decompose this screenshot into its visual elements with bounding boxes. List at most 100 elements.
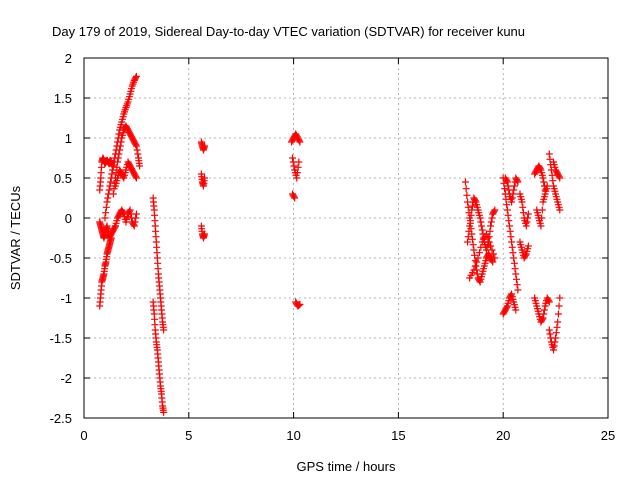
data-point [115,150,123,158]
data-point [551,338,559,346]
data-point [508,243,516,251]
data-point [484,234,492,242]
data-point [296,138,304,146]
data-point [293,174,301,182]
data-point [489,258,497,266]
data-point [503,206,511,214]
data-point [109,190,117,198]
data-point [539,314,547,322]
plot-frame [83,57,609,419]
data-point [508,198,516,206]
data-point [556,174,564,182]
data-point [538,315,546,323]
data-point [545,297,553,305]
y-tick-label: -1 [60,291,72,306]
data-point [540,178,548,186]
data-point [468,206,476,214]
data-point [545,298,553,306]
data-point [109,162,117,170]
series-arc [550,158,564,182]
data-point [487,222,495,230]
data-point [506,227,514,235]
data-point [289,154,297,162]
data-point [539,174,547,182]
data-point [553,323,561,331]
data-point [130,222,138,230]
y-tick-label: 0 [65,211,72,226]
data-point [524,210,532,218]
series-arc [292,298,304,310]
data-point [510,186,518,194]
series-arc [149,194,168,334]
data-point [514,178,522,186]
data-point [555,173,563,181]
x-tick-label: 15 [391,428,405,443]
data-point [134,150,142,158]
data-point [524,214,532,222]
data-point [466,217,474,225]
data-point [466,222,474,230]
data-point [548,171,556,179]
data-point [490,207,498,215]
data-point [476,214,484,222]
series-arc [545,150,564,214]
series-arc [499,174,522,294]
data-point [550,346,558,354]
data-point [507,291,515,299]
data-point [119,173,127,181]
axis-ticks: 0 5 10 15 20 25 -2.5 -2 -1.5 -1 -0.5 0 0.5 1 1.5 2 [50,51,616,443]
data-point [461,178,469,186]
data-point [513,177,521,185]
data-point [103,198,111,206]
data-point [511,265,519,273]
data-point [478,222,486,230]
x-tick-label: 10 [286,428,300,443]
data-point [133,146,141,154]
data-point [294,163,302,171]
data-point [556,206,564,214]
data-point [470,266,478,274]
data-point [505,222,513,230]
data-point [519,203,527,211]
data-point [126,206,134,214]
data-point [503,201,511,209]
data-point [132,174,140,182]
data-point [485,238,493,246]
data-point [132,173,140,181]
data-point [537,222,545,230]
data-point [117,138,125,146]
data-point [462,185,470,193]
series-arc [197,138,209,154]
data-point [474,254,482,262]
data-point [136,162,144,170]
data-point [478,226,486,234]
data-point [475,277,483,285]
data-point [507,233,515,241]
y-tick-label: -1.5 [50,331,72,346]
data-point [469,241,477,249]
data-point [550,342,558,350]
data-point [291,194,299,202]
data-point [549,177,557,185]
data-point [508,238,516,246]
data-point [543,182,551,190]
data-point [471,197,479,205]
x-tick-label: 20 [496,428,510,443]
data-point [514,286,522,294]
data-point [293,169,301,177]
data-point [546,330,554,338]
data-point [114,158,122,166]
data-point [473,258,481,266]
data-point [296,300,304,308]
data-point [510,254,518,262]
data-point [509,249,517,257]
data-point [538,214,546,222]
data-point [522,222,530,230]
data-point [107,178,115,186]
data-point [132,74,140,82]
data-point [488,214,496,222]
data-point [295,158,303,166]
series-arc [516,190,532,230]
data-point [487,218,495,226]
data-point [491,254,499,262]
